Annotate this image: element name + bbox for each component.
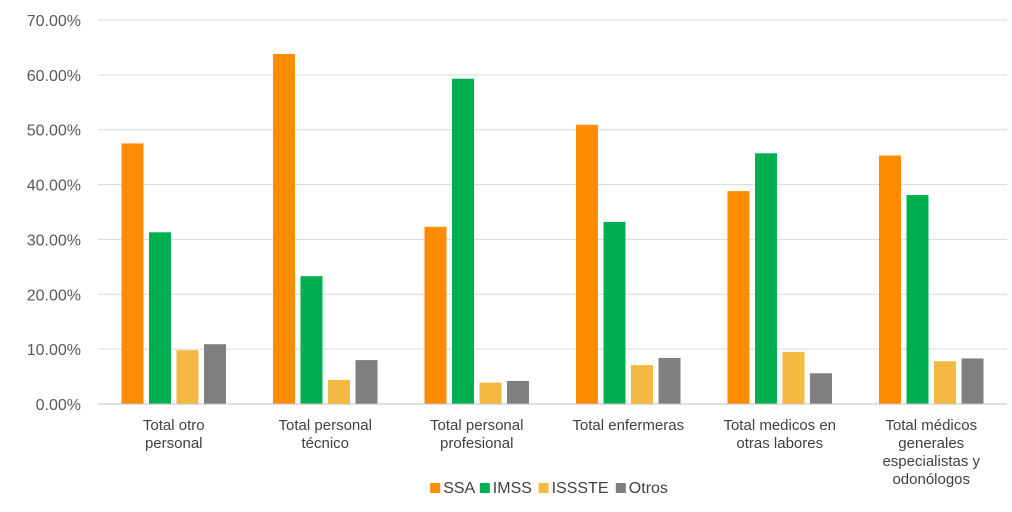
legend-swatch-imss [480,483,490,493]
bars [122,54,984,404]
bar-otros [962,358,984,404]
y-tick-label: 0.00% [36,397,81,414]
y-axis-tick-labels: 0.00% 10.00% 20.00% 30.00% 40.00% 50.00% 60.00… [27,13,81,414]
bar-ssa [122,143,144,404]
y-tick-label: 70.00% [27,13,81,30]
bar-imss [149,232,171,404]
x-axis-category-labels: Total otro personal Total personal técnico T… [143,417,981,488]
x-category-label: Total médicos generales especialistas y odo… [882,417,980,488]
bar-issste [934,361,956,404]
bar-ssa [576,125,598,404]
bar-otros [659,358,681,404]
legend-swatch-ssa [430,483,440,493]
x-category-label: Total otro personal [143,417,205,452]
legend-label-issste: ISSSTE [552,480,609,497]
y-tick-label: 30.00% [27,232,81,249]
legend: SSA IMSS ISSSTE Otros [430,480,668,497]
bar-ssa [728,191,750,404]
bar-imss [755,153,777,404]
bar-otros [204,344,226,404]
y-tick-label: 40.00% [27,178,81,195]
bar-imss [452,79,474,404]
bar-ssa [879,155,901,404]
bar-imss [604,222,626,404]
bar-imss [907,195,929,404]
bar-ssa [273,54,295,404]
bar-otros [356,360,378,404]
y-tick-label: 50.00% [27,123,81,140]
bar-issste [480,383,502,404]
bar-imss [301,276,323,404]
y-tick-label: 20.00% [27,287,81,304]
bar-otros [810,373,832,404]
bar-ssa [425,227,447,404]
y-tick-label: 60.00% [27,68,81,85]
legend-swatch-issste [539,483,549,493]
bar-issste [177,350,199,404]
y-tick-label: 10.00% [27,342,81,359]
bar-issste [783,352,805,404]
legend-label-imss: IMSS [493,480,532,497]
legend-swatch-otros [616,483,626,493]
x-category-label: Total medicos en otras labores [723,417,836,452]
legend-label-otros: Otros [629,480,668,497]
gridlines [98,20,1007,349]
bar-issste [631,365,653,404]
bar-issste [328,380,350,404]
x-category-label: Total personal profesional [430,417,523,452]
bar-otros [507,381,529,404]
legend-label-ssa: SSA [443,480,475,497]
x-category-label: Total enfermeras [572,417,684,434]
x-category-label: Total personal técnico [279,417,372,452]
